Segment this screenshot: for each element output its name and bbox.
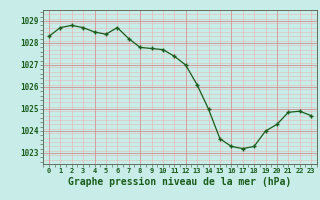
X-axis label: Graphe pression niveau de la mer (hPa): Graphe pression niveau de la mer (hPa)	[68, 177, 292, 187]
